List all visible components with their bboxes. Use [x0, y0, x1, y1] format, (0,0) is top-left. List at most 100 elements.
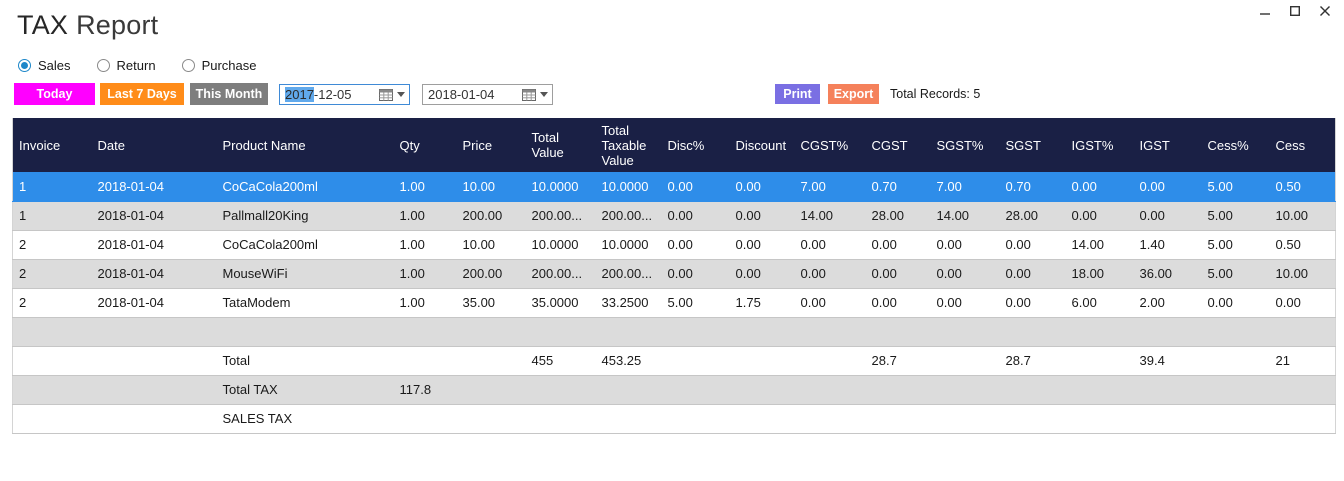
cell[interactable]: 1	[13, 201, 92, 230]
date-to-input[interactable]: 2018-01-04	[422, 84, 553, 105]
column-header-invoice[interactable]: Invoice	[13, 118, 92, 172]
cell[interactable]: 2018-01-04	[92, 172, 217, 201]
cell[interactable]: 14.00	[795, 201, 866, 230]
cell[interactable]: 7.00	[795, 172, 866, 201]
cell[interactable]: 10.00	[1270, 201, 1336, 230]
cell[interactable]: 2018-01-04	[92, 201, 217, 230]
cell[interactable]: 200.00	[457, 259, 526, 288]
column-header-cess[interactable]: Cess	[1270, 118, 1336, 172]
minimize-button[interactable]	[1256, 3, 1274, 19]
cell[interactable]: 5.00	[1202, 201, 1270, 230]
cell[interactable]: 0.00	[730, 201, 795, 230]
cell[interactable]: 0.00	[1066, 201, 1134, 230]
cell[interactable]: 2.00	[1134, 288, 1202, 317]
cell[interactable]: 0.00	[866, 259, 931, 288]
cell[interactable]: 200.00	[457, 201, 526, 230]
column-header-total-taxable-value[interactable]: Total Taxable Value	[596, 118, 662, 172]
cell[interactable]: 10.0000	[596, 230, 662, 259]
column-header-igst[interactable]: IGST	[1134, 118, 1202, 172]
cell[interactable]: 0.00	[1000, 230, 1066, 259]
cell[interactable]: 2018-01-04	[92, 288, 217, 317]
column-header-qty[interactable]: Qty	[394, 118, 457, 172]
cell[interactable]: 2	[13, 259, 92, 288]
cell[interactable]: Pallmall20King	[217, 201, 394, 230]
radio-return[interactable]: Return	[97, 58, 156, 73]
cell[interactable]: 0.00	[866, 288, 931, 317]
cell[interactable]: TataModem	[217, 288, 394, 317]
column-header-product-name[interactable]: Product Name	[217, 118, 394, 172]
cell[interactable]: 1.00	[394, 288, 457, 317]
cell[interactable]: 0.50	[1270, 172, 1336, 201]
table-row[interactable]: 12018-01-04Pallmall20King1.00200.00200.0…	[13, 201, 1336, 230]
cell[interactable]: 200.00...	[596, 259, 662, 288]
cell[interactable]: 18.00	[1066, 259, 1134, 288]
this-month-button[interactable]: This Month	[190, 83, 268, 105]
cell[interactable]: 33.2500	[596, 288, 662, 317]
cell[interactable]: 0.00	[795, 288, 866, 317]
column-header-sgst[interactable]: SGST	[1000, 118, 1066, 172]
column-header-sgst[interactable]: SGST%	[931, 118, 1000, 172]
cell[interactable]: 5.00	[1202, 172, 1270, 201]
cell[interactable]: MouseWiFi	[217, 259, 394, 288]
cell[interactable]: 10.00	[457, 230, 526, 259]
cell[interactable]: 0.00	[730, 172, 795, 201]
cell[interactable]: 10.0000	[526, 230, 596, 259]
cell[interactable]: 0.00	[730, 259, 795, 288]
today-button[interactable]: Today	[14, 83, 95, 105]
cell[interactable]: 0.00	[866, 230, 931, 259]
maximize-button[interactable]	[1286, 3, 1304, 19]
radio-purchase[interactable]: Purchase	[182, 58, 257, 73]
table-row[interactable]: 12018-01-04CoCaCola200ml1.0010.0010.0000…	[13, 172, 1336, 201]
column-header-cgst[interactable]: CGST%	[795, 118, 866, 172]
cell[interactable]: 0.70	[1000, 172, 1066, 201]
cell[interactable]: 1.40	[1134, 230, 1202, 259]
cell[interactable]: 0.00	[1134, 172, 1202, 201]
cell[interactable]: 0.50	[1270, 230, 1336, 259]
cell[interactable]: 0.00	[931, 288, 1000, 317]
cell[interactable]: 1.00	[394, 230, 457, 259]
cell[interactable]: 10.0000	[526, 172, 596, 201]
cell[interactable]: 1.75	[730, 288, 795, 317]
cell[interactable]: 35.00	[457, 288, 526, 317]
column-header-igst[interactable]: IGST%	[1066, 118, 1134, 172]
column-header-total-value[interactable]: Total Value	[526, 118, 596, 172]
cell[interactable]: 0.00	[1270, 288, 1336, 317]
cell[interactable]: 5.00	[662, 288, 730, 317]
cell[interactable]: 2	[13, 230, 92, 259]
column-header-discount[interactable]: Discount	[730, 118, 795, 172]
cell[interactable]: 200.00...	[526, 259, 596, 288]
cell[interactable]: 0.00	[730, 230, 795, 259]
cell[interactable]: 2018-01-04	[92, 259, 217, 288]
column-header-date[interactable]: Date	[92, 118, 217, 172]
date-from-dropdown-button[interactable]	[379, 88, 405, 101]
cell[interactable]: 0.00	[1134, 201, 1202, 230]
cell[interactable]: 0.00	[662, 172, 730, 201]
date-from-input[interactable]: 2017-12-05	[279, 84, 410, 105]
cell[interactable]: 200.00...	[526, 201, 596, 230]
cell[interactable]: 5.00	[1202, 230, 1270, 259]
cell[interactable]: 2	[13, 288, 92, 317]
cell[interactable]: CoCaCola200ml	[217, 230, 394, 259]
cell[interactable]: 28.00	[1000, 201, 1066, 230]
column-header-price[interactable]: Price	[457, 118, 526, 172]
cell[interactable]: 10.00	[1270, 259, 1336, 288]
cell[interactable]: 7.00	[931, 172, 1000, 201]
cell[interactable]: CoCaCola200ml	[217, 172, 394, 201]
column-header-disc[interactable]: Disc%	[662, 118, 730, 172]
last-7-days-button[interactable]: Last 7 Days	[100, 83, 184, 105]
table-row[interactable]: 22018-01-04CoCaCola200ml1.0010.0010.0000…	[13, 230, 1336, 259]
cell[interactable]: 14.00	[1066, 230, 1134, 259]
cell[interactable]: 1	[13, 172, 92, 201]
print-button[interactable]: Print	[775, 84, 820, 104]
cell[interactable]: 0.00	[931, 259, 1000, 288]
cell[interactable]: 6.00	[1066, 288, 1134, 317]
cell[interactable]: 0.00	[662, 201, 730, 230]
cell[interactable]: 1.00	[394, 201, 457, 230]
export-button[interactable]: Export	[828, 84, 879, 104]
cell[interactable]: 0.00	[662, 259, 730, 288]
column-header-cgst[interactable]: CGST	[866, 118, 931, 172]
cell[interactable]: 0.00	[662, 230, 730, 259]
cell[interactable]: 1.00	[394, 172, 457, 201]
close-button[interactable]	[1316, 3, 1334, 19]
cell[interactable]: 0.00	[1202, 288, 1270, 317]
